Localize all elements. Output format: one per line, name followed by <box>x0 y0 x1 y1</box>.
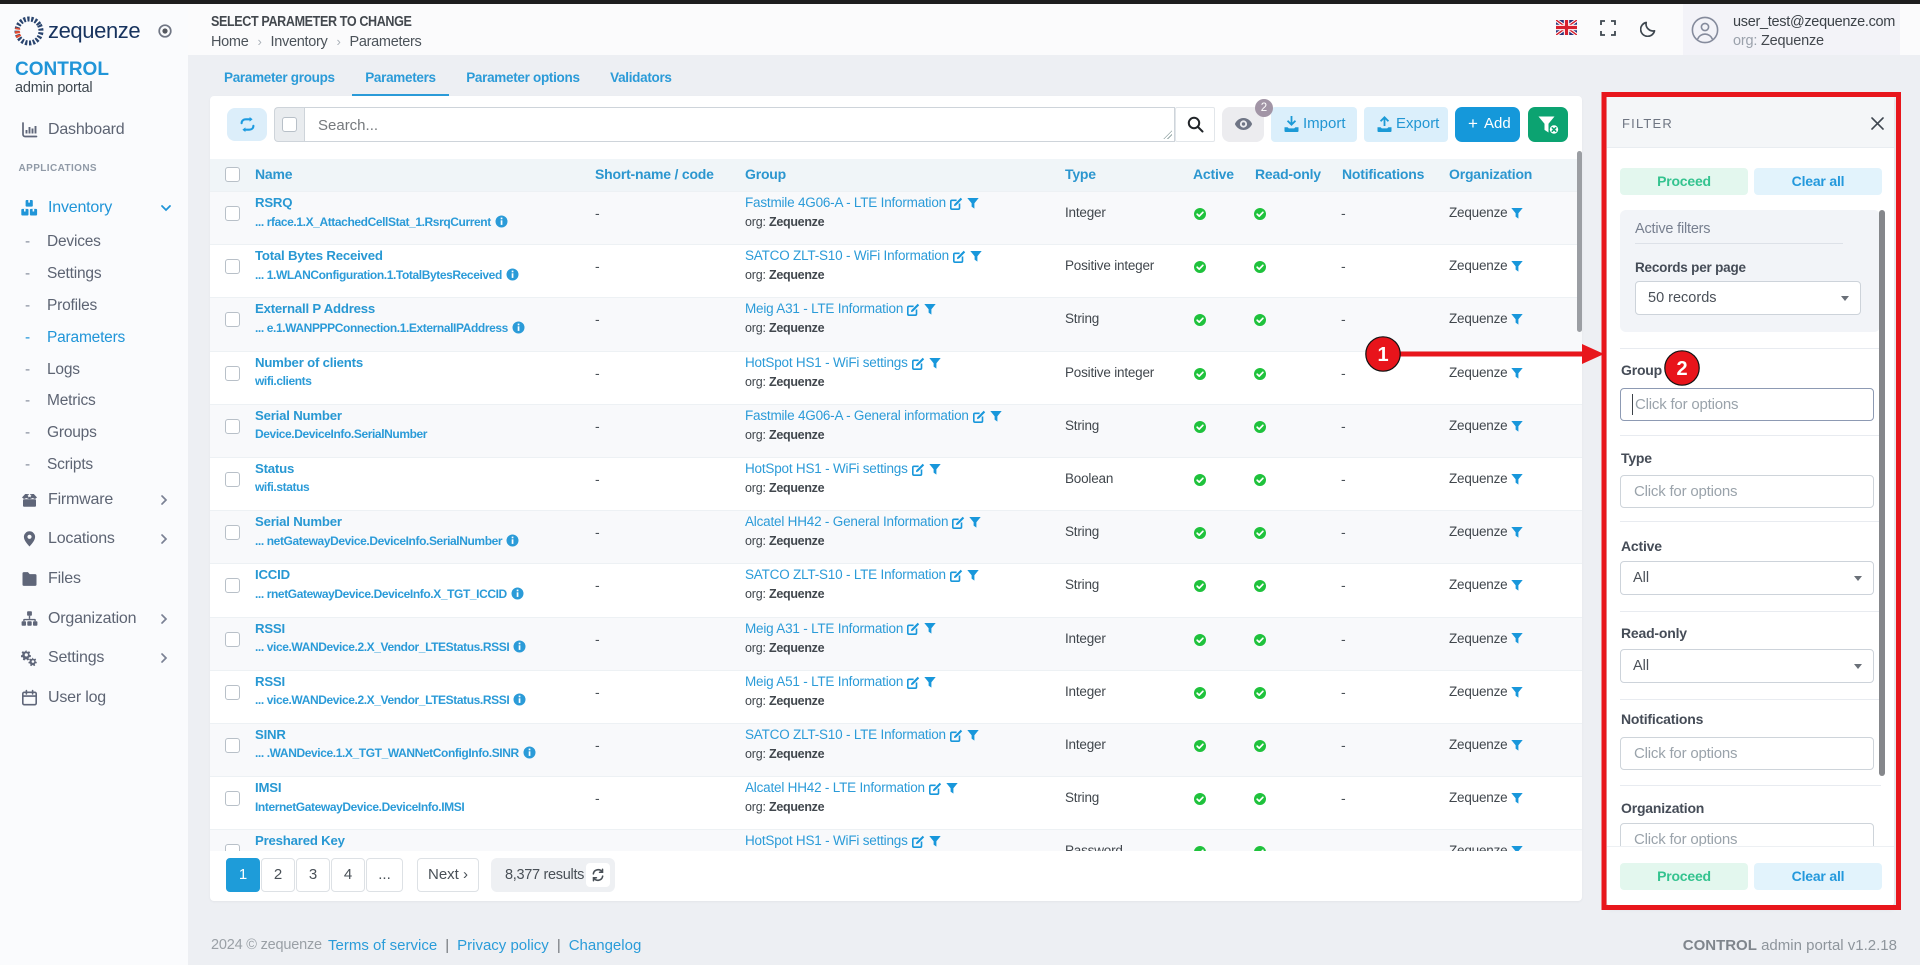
svg-text:1: 1 <box>1377 344 1388 366</box>
svg-text:2: 2 <box>1676 358 1687 380</box>
